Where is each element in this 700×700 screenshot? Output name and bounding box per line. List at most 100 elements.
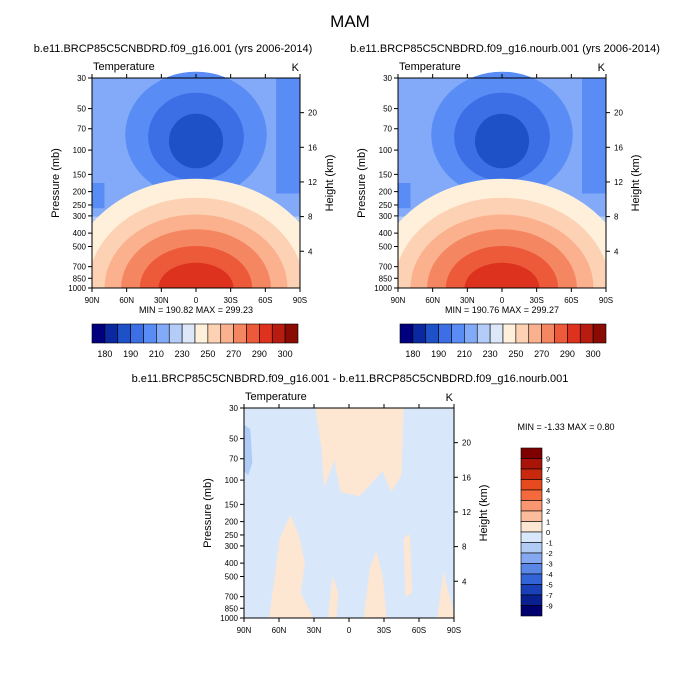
panel-1: b.e11.BRCP85C5CNBDRD.f09_g16.001 (yrs 20… bbox=[34, 43, 336, 359]
colorbar-swatch bbox=[464, 323, 478, 344]
y-tick-label: 100 bbox=[379, 146, 393, 155]
y-tick-label: 150 bbox=[379, 170, 393, 179]
positive-upper bbox=[315, 408, 404, 497]
colorbar-label: 290 bbox=[560, 349, 575, 359]
panel-title: b.e11.BRCP85C5CNBDRD.f09_g16.001 (yrs 20… bbox=[34, 43, 313, 55]
colorbar-label: 190 bbox=[431, 349, 446, 359]
contour-warm-6 bbox=[464, 262, 540, 288]
y-tick-label: 250 bbox=[225, 531, 239, 540]
panel-left-label: Temperature bbox=[245, 391, 307, 403]
y-right-tick-label: 16 bbox=[614, 143, 623, 152]
field-pole-right bbox=[582, 78, 606, 194]
y-right-tick-label: 16 bbox=[308, 143, 317, 152]
colorbar-label: 180 bbox=[97, 349, 112, 359]
colorbar-swatch bbox=[259, 323, 273, 344]
min-max-stats: MIN = -1.33 MAX = 0.80 bbox=[517, 422, 614, 432]
y-right-tick-label: 4 bbox=[308, 247, 313, 256]
y-tick-label: 70 bbox=[77, 125, 86, 134]
colorbar-swatch bbox=[520, 458, 543, 470]
x-tick-label: 0 bbox=[347, 626, 352, 635]
colorbar-swatch bbox=[520, 563, 543, 575]
y-right-tick-label: 12 bbox=[614, 178, 623, 187]
colorbar-swatch bbox=[520, 573, 543, 585]
colorbar-label: 230 bbox=[483, 349, 498, 359]
colorbar-swatch bbox=[579, 323, 594, 344]
colorbar-label: 300 bbox=[278, 349, 293, 359]
x-tick-label: 30N bbox=[154, 296, 169, 305]
colorbar-swatch bbox=[520, 531, 543, 543]
colorbar-label: 290 bbox=[252, 349, 267, 359]
y-axis-label: Pressure (mb) bbox=[202, 478, 214, 548]
y-tick-label: 200 bbox=[73, 188, 87, 197]
panel-right-label: K bbox=[446, 392, 454, 404]
y-tick-label: 1000 bbox=[68, 284, 86, 293]
x-tick-label: 30S bbox=[377, 626, 391, 635]
y-tick-label: 300 bbox=[379, 212, 393, 221]
y-tick-label: 850 bbox=[73, 274, 87, 283]
x-tick-label: 90S bbox=[599, 296, 613, 305]
y-tick-label: 500 bbox=[379, 242, 393, 251]
colorbar-label: 230 bbox=[175, 349, 190, 359]
x-tick-label: 90N bbox=[391, 296, 406, 305]
y-tick-label: 400 bbox=[225, 559, 239, 568]
contour-cold-core bbox=[168, 113, 224, 169]
panel-3: b.e11.BRCP85C5CNBDRD.f09_g16.001 - b.e11… bbox=[132, 373, 615, 635]
y-tick-label: 850 bbox=[379, 274, 393, 283]
y-axis-label-right: Height (km) bbox=[478, 485, 490, 542]
colorbar-swatch bbox=[181, 323, 196, 344]
y-tick-label: 50 bbox=[77, 105, 86, 114]
y-right-tick-label: 20 bbox=[462, 439, 471, 448]
colorbar-swatch bbox=[520, 594, 543, 606]
y-right-tick-label: 20 bbox=[308, 109, 317, 118]
panel-right-label: K bbox=[292, 62, 300, 74]
colorbar-swatch bbox=[233, 323, 247, 344]
y-tick-label: 30 bbox=[383, 74, 392, 83]
colorbar-label: 4 bbox=[546, 486, 550, 495]
y-tick-label: 50 bbox=[229, 435, 238, 444]
y-tick-label: 150 bbox=[73, 170, 87, 179]
y-right-tick-label: 12 bbox=[462, 508, 471, 517]
x-tick-label: 90S bbox=[293, 296, 307, 305]
colorbar-swatch bbox=[117, 323, 131, 344]
colorbar-label: 5 bbox=[546, 476, 550, 485]
x-tick-label: 0 bbox=[500, 296, 505, 305]
positive-lower-mid bbox=[363, 550, 387, 618]
y-tick-label: 700 bbox=[73, 263, 87, 272]
y-right-tick-label: 8 bbox=[462, 543, 467, 552]
colorbar-swatch bbox=[284, 323, 299, 344]
colorbar-label: 190 bbox=[123, 349, 138, 359]
colorbar-label: -1 bbox=[546, 539, 553, 548]
min-max-stats: MIN = 190.76 MAX = 299.27 bbox=[445, 305, 559, 315]
x-tick-label: 60N bbox=[272, 626, 287, 635]
positive-lower-left bbox=[269, 515, 314, 618]
x-tick-label: 90N bbox=[237, 626, 252, 635]
colorbar-label: -9 bbox=[546, 602, 553, 611]
y-tick-label: 1000 bbox=[220, 614, 238, 623]
colorbar-label: 180 bbox=[405, 349, 420, 359]
colorbar-swatch bbox=[156, 323, 170, 344]
colorbar-swatch bbox=[520, 542, 543, 554]
y-right-tick-label: 12 bbox=[308, 178, 317, 187]
warm-dome bbox=[92, 178, 300, 288]
colorbar-swatch bbox=[515, 323, 530, 344]
x-tick-label: 0 bbox=[194, 296, 199, 305]
colorbar-swatch bbox=[520, 605, 543, 617]
x-tick-label: 30S bbox=[224, 296, 238, 305]
y-axis-label: Pressure (mb) bbox=[356, 148, 368, 218]
colorbar-swatch bbox=[520, 447, 543, 459]
colorbar-label: 0 bbox=[546, 528, 550, 537]
colorbar-label: 300 bbox=[586, 349, 601, 359]
y-right-tick-label: 4 bbox=[462, 577, 467, 586]
colorbar-swatch bbox=[220, 323, 234, 344]
y-tick-label: 500 bbox=[73, 242, 87, 251]
x-tick-label: 60N bbox=[119, 296, 134, 305]
y-right-tick-label: 8 bbox=[614, 213, 619, 222]
field-pole-left bbox=[398, 183, 411, 209]
colorbar-swatch bbox=[194, 323, 209, 344]
x-tick-label: 90S bbox=[447, 626, 461, 635]
y-axis-label-right: Height (km) bbox=[630, 155, 642, 212]
colorbar-swatch bbox=[207, 323, 222, 344]
colorbar-swatch bbox=[130, 323, 144, 344]
colorbar-swatch bbox=[476, 323, 491, 344]
colorbar-swatch bbox=[104, 323, 119, 344]
